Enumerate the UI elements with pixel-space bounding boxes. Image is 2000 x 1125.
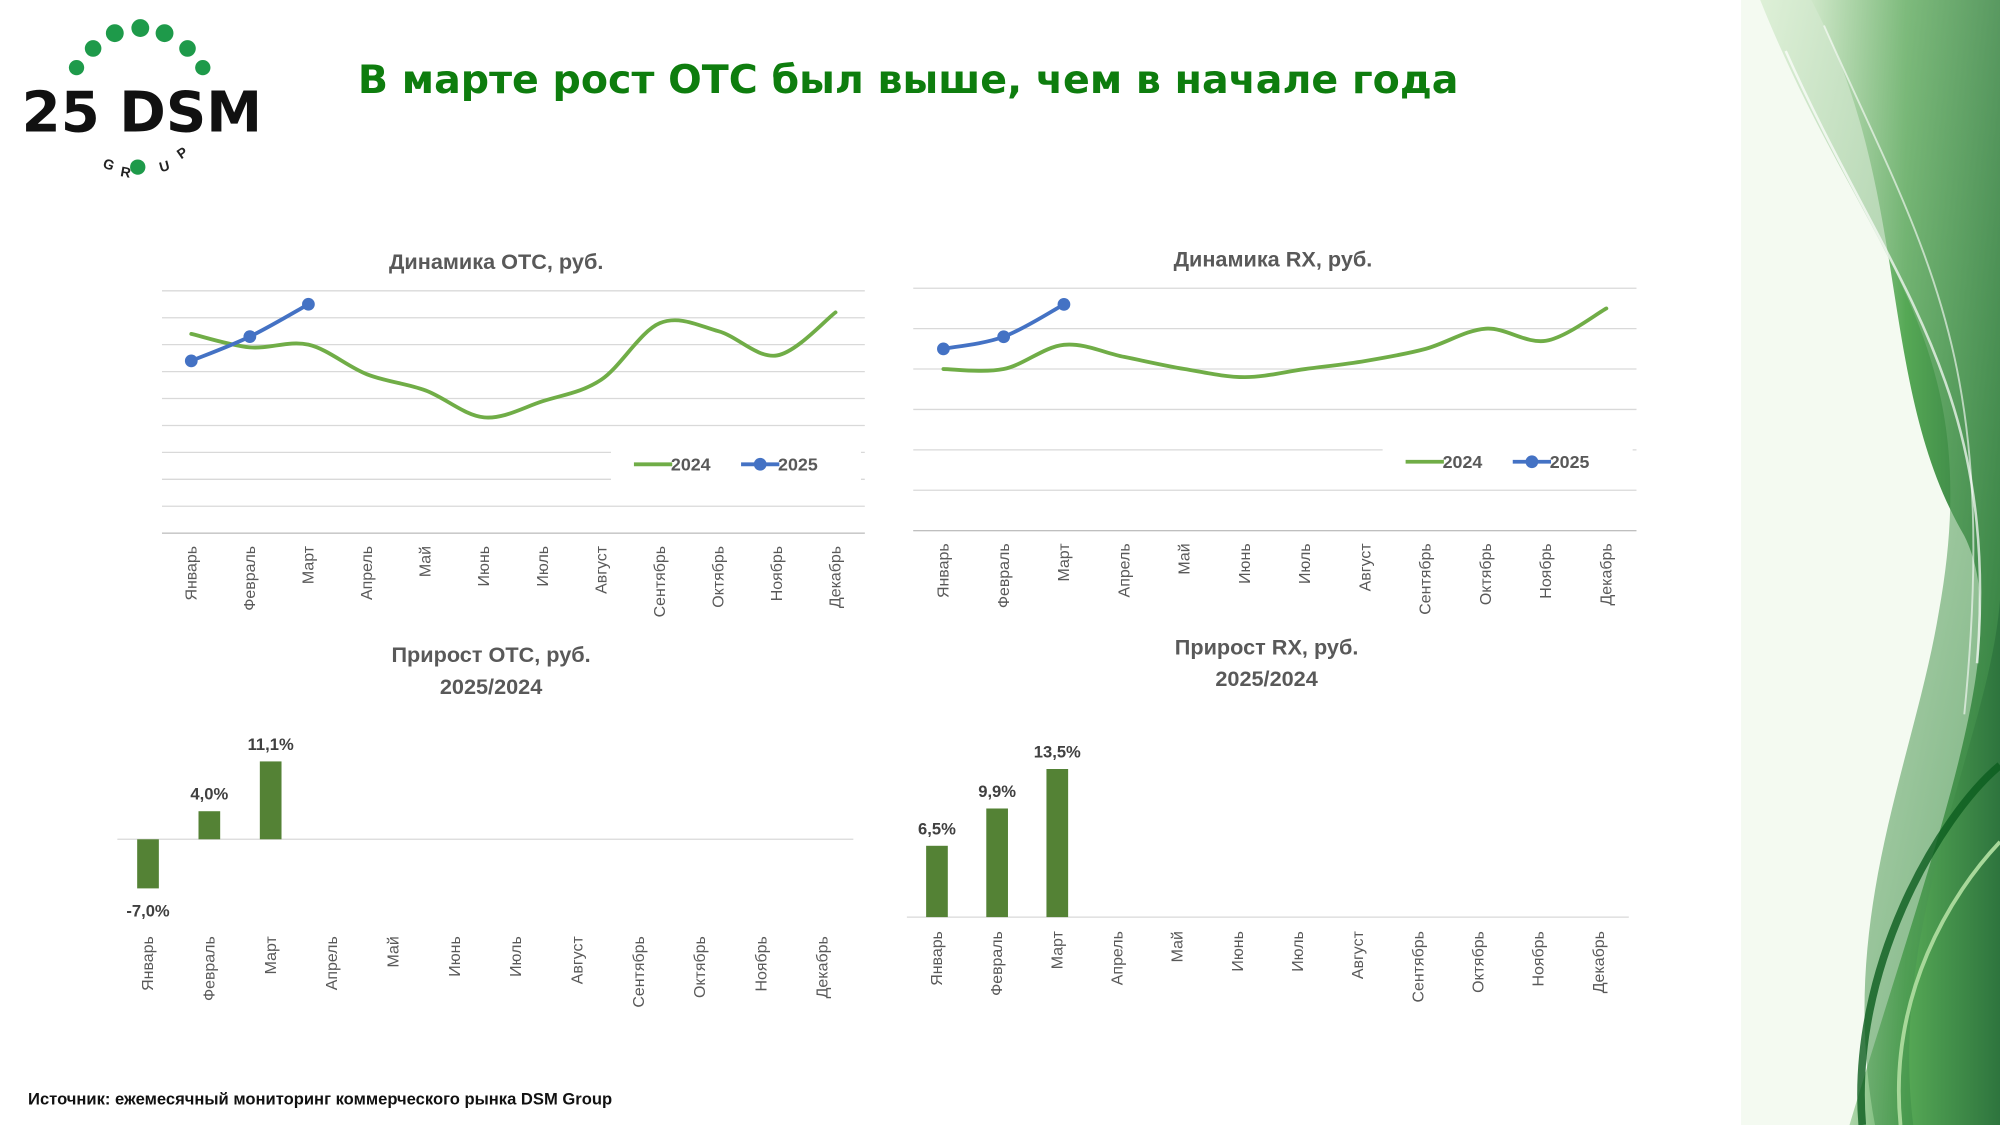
x-tick-label: Ноябрь (753, 936, 770, 991)
bar (198, 811, 221, 840)
data-label: -7,0% (126, 901, 170, 920)
x-tick-label: Октябрь (1478, 543, 1495, 605)
bar (137, 839, 159, 889)
chart-title: Динамика RX, руб. (1174, 247, 1373, 272)
bar (986, 808, 1008, 918)
x-tick-label: Февраль (242, 546, 259, 611)
x-tick-label: Январь (183, 546, 200, 601)
x-tick-label: Май (1170, 931, 1187, 962)
logo-letter: R (119, 163, 132, 181)
logo-text: 25 DSM (22, 80, 262, 145)
slide-title: В марте рост ОТС был выше, чем в начале … (358, 57, 1459, 103)
legend-label: 2024 (671, 455, 711, 475)
legend-label: 2025 (1550, 452, 1590, 472)
legend-label: 2024 (1443, 452, 1483, 472)
x-tick-label: Август (593, 545, 610, 594)
data-label: 13,5% (1034, 743, 1081, 762)
x-tick-label: Май (418, 546, 435, 577)
x-tick-label: Март (263, 936, 280, 975)
logo: 25 DSM G R U P (22, 19, 262, 181)
legend-label: 2025 (778, 455, 818, 475)
point-marker (184, 354, 198, 368)
x-tick-label: Апрель (359, 546, 376, 600)
x-tick-label: Май (385, 936, 402, 967)
x-tick-label: Сентябрь (1418, 543, 1435, 614)
x-tick-label: Июль (1290, 931, 1307, 972)
x-tick-label: Август (569, 936, 586, 985)
logo-letter: G (101, 155, 117, 174)
x-tick-label: Январь (140, 936, 157, 991)
series-line (189, 310, 838, 420)
point-marker (937, 342, 950, 356)
chart-title: Динамика ОТС, руб. (389, 249, 603, 274)
x-tick-label: Июнь (1237, 543, 1254, 584)
point-marker (997, 330, 1011, 344)
bar (259, 761, 282, 840)
x-tick-label: Февраль (989, 931, 1006, 996)
point-marker (243, 330, 257, 343)
x-tick-label: Июнь (1230, 931, 1247, 972)
x-tick-label: Март (301, 545, 318, 584)
x-tick-label: Ноябрь (1531, 931, 1548, 986)
data-label: 9,9% (978, 782, 1016, 801)
data-label: 4,0% (190, 785, 228, 804)
bar (926, 845, 948, 918)
x-tick-label: Февраль (201, 936, 218, 1001)
x-tick-label: Июль (535, 546, 552, 587)
data-label: 6,5% (918, 819, 956, 838)
bar (1046, 769, 1069, 918)
x-tick-label: Август (1357, 543, 1374, 592)
x-tick-label: Декабрь (815, 936, 832, 998)
x-tick-label: Май (1177, 543, 1194, 574)
x-tick-label: Июнь (447, 936, 464, 977)
x-tick-label: Март (1056, 543, 1073, 582)
x-tick-label: Октябрь (710, 546, 727, 608)
x-tick-label: Август (1350, 930, 1367, 979)
x-tick-label: Декабрь (828, 546, 845, 608)
x-tick-label: Сентябрь (1410, 931, 1427, 1002)
point-marker (302, 297, 315, 311)
chart-title: Прирост ОТС, руб. (391, 642, 590, 667)
x-tick-label: Декабрь (1598, 543, 1615, 605)
legend-marker (1525, 455, 1539, 469)
x-tick-label: Апрель (1110, 931, 1127, 985)
x-tick-label: Сентябрь (652, 546, 669, 617)
x-tick-label: Июль (1297, 543, 1314, 584)
source-note: Источник: ежемесячный мониторинг коммерч… (28, 1090, 612, 1109)
x-tick-label: Февраль (996, 543, 1013, 608)
x-tick-label: Апрель (1116, 543, 1133, 597)
x-tick-label: Апрель (324, 936, 341, 990)
series-line (941, 306, 1609, 380)
chart-subtitle: 2025/2024 (440, 674, 542, 699)
x-tick-label: Октябрь (1471, 931, 1488, 993)
logo-letter: P (174, 143, 191, 161)
legend-marker (753, 457, 767, 471)
x-tick-label: Июнь (476, 546, 493, 587)
x-tick-label: Сентябрь (631, 936, 648, 1007)
logo-letter: U (157, 157, 171, 175)
x-tick-label: Январь (936, 543, 953, 598)
x-tick-label: Июль (508, 936, 525, 977)
chart-title: Прирост RX, руб. (1175, 634, 1359, 659)
decoration (1741, 0, 2000, 1125)
chart-subtitle: 2025/2024 (1215, 666, 1317, 691)
data-label: 11,1% (248, 735, 294, 754)
x-tick-label: Ноябрь (1538, 543, 1555, 598)
x-tick-label: Декабрь (1591, 931, 1608, 993)
x-tick-label: Март (1049, 930, 1066, 969)
point-marker (1057, 298, 1071, 311)
x-tick-label: Ноябрь (769, 546, 786, 601)
x-tick-label: Январь (929, 931, 946, 986)
x-tick-label: Октябрь (692, 936, 709, 998)
